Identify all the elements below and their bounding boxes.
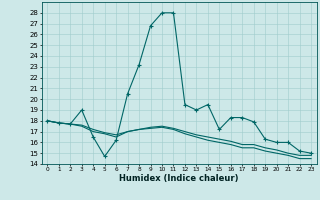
X-axis label: Humidex (Indice chaleur): Humidex (Indice chaleur) xyxy=(119,174,239,183)
